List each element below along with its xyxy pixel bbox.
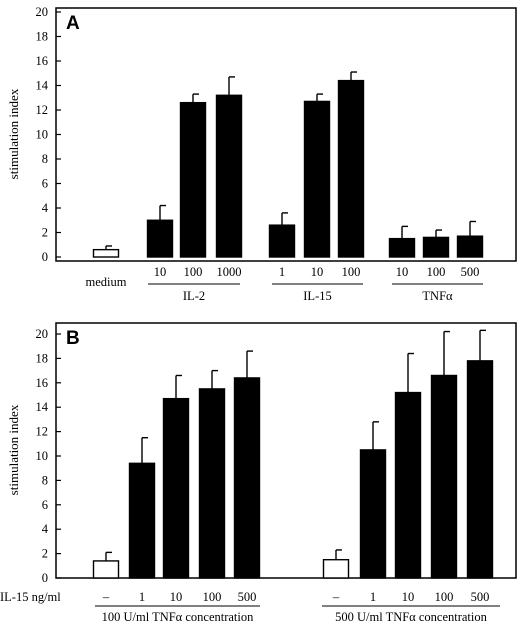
panel-b-bar	[322, 559, 350, 579]
panel-b-y-ticks: 0 2 4 6 8 10 12 14 16 18 20	[36, 327, 61, 585]
panel-a-y-tick-label: 4	[42, 201, 49, 215]
panel-b-x-tick-label: 100	[435, 590, 454, 604]
panel-b-x-tick-label: 100	[203, 590, 222, 604]
panel-b-letter: B	[66, 328, 80, 349]
panel-a-bar	[215, 94, 243, 258]
panel-a-x-tick-label: 100	[427, 265, 446, 279]
panel-a-y-tick-label: 0	[42, 250, 48, 264]
panel-b-x-tick-label: 500	[471, 590, 490, 604]
panel-b-x-axis-prefix: IL-15 ng/ml	[0, 590, 61, 604]
panel-b-bar	[430, 374, 458, 579]
panel-b-frame	[55, 322, 517, 579]
panel-b-bar	[128, 462, 156, 579]
panel-a-letter: A	[66, 13, 80, 34]
panel-a-bar	[179, 101, 207, 258]
panel-b-y-tick-label: 10	[36, 449, 49, 463]
panel-a-y-tick-label: 12	[36, 103, 49, 117]
panel-b-group-label: 100 U/ml TNFα concentration	[102, 610, 255, 624]
panel-a-group-label: TNFα	[422, 289, 453, 303]
panel-a: A stimulation index 0 2 4 6 8 10 12 14 16 18 20 me…	[6, 5, 517, 303]
panel-b-y-tick-label: 16	[36, 376, 49, 390]
panel-a-y-tick-label: 8	[42, 152, 48, 166]
panel-a-y-tick-label: 10	[36, 128, 49, 142]
panel-a-y-axis-title: stimulation index	[6, 88, 21, 179]
panel-b-x-tick-label: 10	[402, 590, 415, 604]
panel-b-bar	[359, 449, 387, 579]
panel-a-frame	[55, 7, 517, 262]
panel-a-x-tick-label: 100	[342, 265, 361, 279]
panel-a-x-tick-label: 10	[396, 265, 409, 279]
panel-b-y-tick-label: 18	[36, 351, 49, 365]
panel-a-group-label: IL-2	[183, 289, 205, 303]
panel-b-y-tick-label: 20	[36, 327, 49, 341]
panel-b-x-tick-label: 10	[170, 590, 183, 604]
panel-b-y-tick-label: 12	[36, 425, 49, 439]
panel-b-x-tick-label: 1	[370, 590, 376, 604]
panel-a-y-tick-label: 2	[42, 226, 48, 240]
panel-b-y-tick-label: 6	[42, 498, 48, 512]
panel-b-y-tick-label: 8	[42, 473, 48, 487]
panel-b-y-axis-title: stimulation index	[6, 404, 21, 495]
panel-a-group-labels: IL-2 IL-15 TNFα	[148, 283, 483, 303]
panel-b-bar	[198, 388, 226, 579]
panel-a-bar	[303, 100, 331, 258]
panel-a-y-tick-label: 6	[42, 177, 48, 191]
panel-b-bar	[233, 377, 261, 579]
panel-a-bar	[337, 79, 365, 258]
panel-b-y-tick-label: 4	[42, 522, 49, 536]
panel-a-y-tick-label: 18	[36, 30, 49, 44]
panel-a-x-tick-label: 100	[184, 265, 203, 279]
panel-b-y-tick-label: 2	[42, 547, 48, 561]
panel-b-bars	[92, 329, 494, 579]
panel-a-x-tick-label: 10	[311, 265, 324, 279]
panel-a-y-tick-label: 16	[36, 54, 49, 68]
panel-a-group-label: IL-15	[303, 289, 331, 303]
panel-b-x-tick-label: 1	[139, 590, 145, 604]
panel-b-y-tick-label: 14	[36, 400, 49, 414]
panel-b-bar	[162, 397, 190, 579]
panel-a-x-tick-label: medium	[86, 275, 127, 289]
panel-b-x-tick-label: 500	[238, 590, 257, 604]
panel-a-bars	[92, 71, 484, 258]
panel-b-bar	[466, 360, 494, 579]
panel-a-bar	[422, 236, 450, 258]
panel-b: B stimulation index IL-15 ng/ml 02468101…	[0, 322, 517, 624]
panel-b-x-tick-label: –	[332, 590, 340, 604]
panel-a-x-tick-label: 500	[461, 265, 480, 279]
panel-a-x-tick-label: 10	[154, 265, 167, 279]
panel-a-x-tick-label: 1	[279, 265, 285, 279]
panel-b-x-tick-label: –	[102, 590, 110, 604]
panel-b-group-labels: 100 U/ml TNFα concentration 500 U/ml TNFα…	[95, 605, 500, 624]
panel-a-y-tick-label: 20	[36, 5, 49, 19]
panel-a-bar	[456, 235, 484, 258]
panel-a-y-ticks: 0 2 4 6 8 10 12 14 16 18 20	[36, 5, 61, 264]
panel-b-y-tick-label: 0	[42, 571, 48, 585]
panel-b-bar	[92, 560, 120, 579]
panel-b-x-labels: – 1 10 100 500 – 1 10 100 500	[102, 590, 490, 604]
panel-a-x-tick-label: 1000	[217, 265, 242, 279]
panel-b-bar	[394, 391, 422, 579]
panel-b-group-label: 500 U/ml TNFα concentration	[335, 610, 488, 624]
panel-a-y-tick-label: 14	[36, 79, 49, 93]
panel-a-bar	[146, 219, 174, 258]
panel-a-bar	[388, 237, 416, 258]
panel-a-x-labels: medium 10 100 1000 1 10 100 10 100 500	[86, 265, 480, 289]
panel-a-bar	[92, 248, 120, 258]
panel-a-bar	[268, 224, 296, 258]
